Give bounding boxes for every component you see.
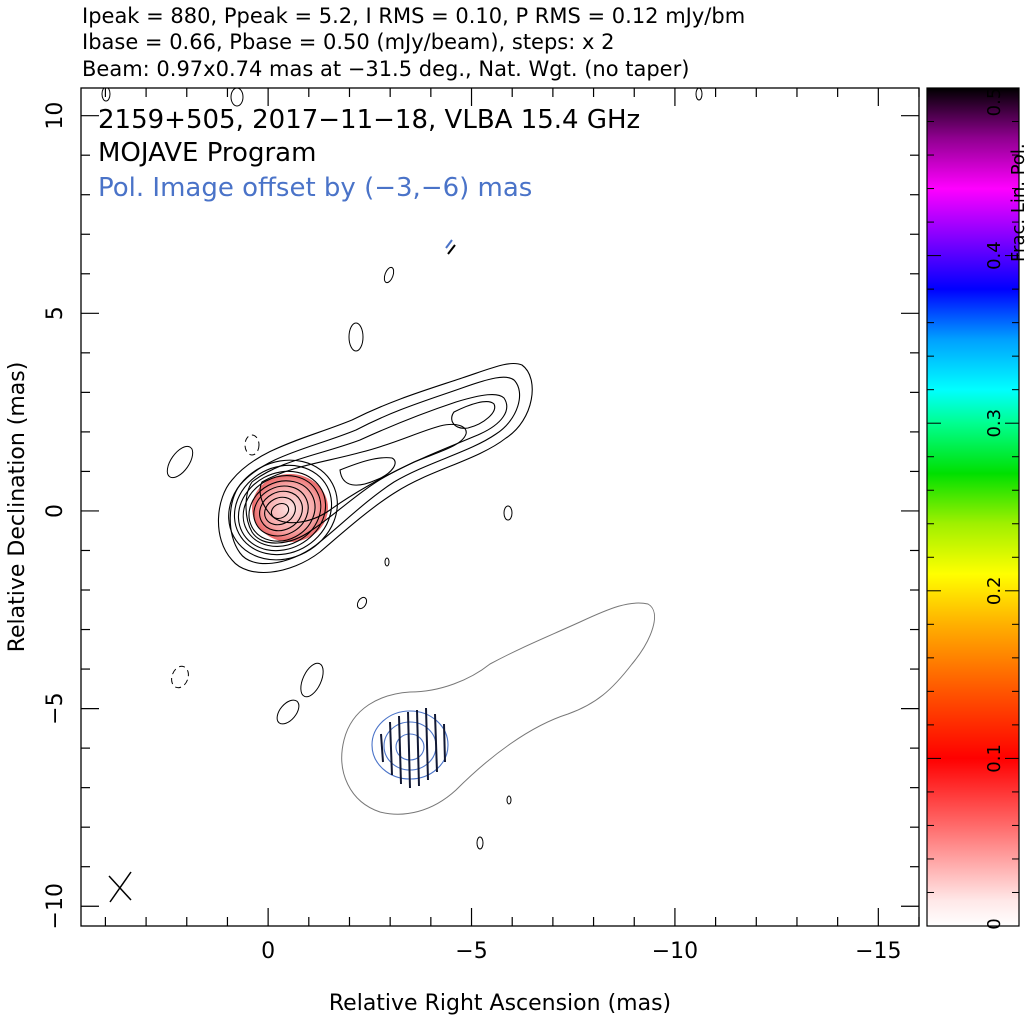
jet-contour-2 [229,376,521,565]
colorbar-tick-label: 0.1 [984,744,1005,773]
y-axis-title: Relative Declination (mas) [5,362,30,653]
colorbar-tick-label: 0 [984,918,1005,929]
blob-small [356,596,368,610]
colorbar-tick-label: 0.4 [984,241,1005,270]
evpa-vector [425,707,429,781]
blob-top [230,88,244,107]
contour-level-6 [253,485,309,537]
y-tick-label: 10 [43,102,68,130]
evpa-vector [416,709,420,787]
contour-level-5 [248,480,316,542]
colorbar-frame [926,87,1020,927]
evpa-vector [380,733,384,763]
blob-top-right [695,88,703,101]
evpa-vector [407,711,411,789]
neg-blob-2 [171,665,189,689]
y-tick-label: 0 [43,504,68,518]
polarization-image [341,602,656,815]
beam-minor-axis [109,871,132,903]
blob-right [503,505,513,521]
blob-tiny [384,557,390,567]
x-axis-ticks [104,88,920,926]
evpa-vector [389,721,393,776]
blob-upper-2 [383,266,395,284]
isolated-contours [101,88,703,850]
blob-lower-left [300,662,324,698]
y-tick-labels: −10 −5 0 5 10 [43,102,68,930]
colorbar-tick-label: 0.2 [984,576,1005,605]
x-tick-label: −10 [652,939,698,964]
blob-left [166,445,194,479]
x-tick-label: −15 [855,939,901,964]
source-annotation: 2159+505, 2017−11−18, VLBA 15.4 GHz [98,105,640,135]
evpa-vector [443,723,446,763]
blob-pol-right [506,795,512,805]
blob-upper [348,322,364,352]
colorbar-title: Frac. Lin. Pol. [1008,143,1027,262]
header-line-1: Ipeak = 880, Ppeak = 5.2, I RMS = 0.10, … [82,4,745,28]
jet-contour-3 [245,393,508,544]
beam-marker [108,871,132,903]
evpa-tick-top [447,244,456,255]
stokes-i-contours [217,362,533,573]
contour-level-9 [270,502,290,520]
contour-level-3 [237,470,327,552]
blob-top-left [101,88,111,102]
colorbar-tick-label: 0.3 [984,409,1005,438]
offset-annotation: Pol. Image offset by (−3,−6) mas [98,173,532,203]
x-tick-label: 0 [261,939,275,964]
colorbar-ticks: 0 0.1 0.2 0.3 0.4 0.5 [927,87,1019,930]
y-tick-label: −5 [43,692,68,724]
colorbar-tick-label: 0.5 [984,88,1005,117]
neg-blob-1 [244,434,260,456]
evpa-vector [434,713,438,773]
pol-tick-top [445,239,453,249]
jet-contour-6 [451,401,496,429]
jet-contour-outer [217,362,533,573]
header-line-2: Ibase = 0.66, Pbase = 0.50 (mJy/beam), s… [82,30,614,54]
y-axis-ticks [81,115,919,907]
pol-stokes-i-contour [341,602,656,815]
jet-contour-5 [339,457,396,486]
x-tick-labels: 0 −5 −10 −15 [261,939,901,964]
blob-lower-left-2 [276,699,300,725]
evpa-vectors [380,707,446,789]
x-tick-label: −5 [455,939,487,964]
colorbar-gradient [927,88,1019,926]
jet-contour-4 [259,423,467,524]
y-tick-label: −10 [43,883,68,929]
contour-level-4 [242,475,322,547]
plot-frame [80,87,920,927]
y-tick-label: 5 [43,306,68,320]
x-axis-title: Relative Right Ascension (mas) [329,991,671,1016]
negative-contours [171,434,260,689]
blob-pol-lower [476,836,484,850]
contour-level-7 [259,490,303,532]
contour-level-2 [233,464,333,556]
evpa-vector [398,715,402,785]
program-annotation: MOJAVE Program [98,138,316,168]
header-line-3: Beam: 0.97x0.74 mas at −31.5 deg., Nat. … [82,57,689,81]
